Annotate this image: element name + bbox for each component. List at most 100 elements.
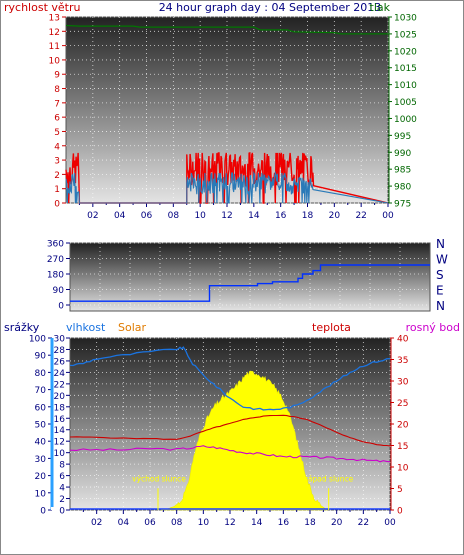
wind-speed-tick-label: 11 (49, 42, 60, 52)
direction-compass-tick-label: W (436, 253, 448, 267)
wind-gust-line (65, 151, 389, 204)
wind-speed-tick-label: 10 (49, 56, 61, 66)
pressure-tick-label: 985 (394, 166, 411, 176)
humidity-tick-label: 20 (54, 392, 66, 402)
pressure-axis-label: tlak (370, 1, 391, 14)
pressure-tick-label: 1025 (394, 30, 417, 40)
time-tick-label: 10 (198, 518, 210, 528)
dewpoint-label: rosný bod (406, 321, 460, 334)
climate-panel: východ slunce západ slunce 01020304050607… (4, 321, 460, 528)
time-tick-label: 16 (278, 518, 290, 528)
chart-title: 24 hour graph day : 04 September 2013 (159, 1, 382, 14)
time-tick-label: 20 (329, 211, 341, 221)
time-tick-label: 04 (114, 211, 126, 221)
humidity-tick-label: 12 (54, 438, 65, 448)
pressure-tick-label: 1010 (394, 81, 417, 91)
direction-compass-tick-label: N (436, 237, 445, 251)
pressure-line (65, 24, 388, 35)
climate-series: východ slunce západ slunce (69, 346, 391, 511)
wind-speed-tick-label: 1 (54, 185, 60, 195)
wind-speed-tick-label: 7 (54, 99, 60, 109)
temperature-tick-label: 10 (397, 464, 409, 474)
rain-tick-label: 90 (35, 352, 47, 362)
wind-pressure-time-axis: 02 04 06 08 10 12 14 16 18 20 22 00 (78, 203, 394, 221)
rain-tick-label: 70 (35, 386, 47, 396)
direction-degree-tick-label: 90 (53, 286, 65, 296)
time-tick-label: 00 (382, 211, 394, 221)
temperature-tick-label: 0 (397, 507, 403, 517)
pressure-tick-label: 975 (394, 200, 411, 210)
time-tick-label: 02 (87, 211, 98, 221)
wind-speed-tick-label: 0 (54, 200, 60, 210)
rain-tick-label: 50 (35, 421, 47, 431)
rain-tick-label: 0 (40, 507, 46, 517)
wind-speed-tick-label: 6 (54, 114, 60, 124)
temperature-tick-label: 25 (397, 399, 408, 409)
humidity-tick-label: 26 (54, 357, 66, 367)
humidity-tick-label: 0 (59, 507, 65, 517)
temperature-tick-label: 40 (397, 335, 409, 345)
wind-speed-tick-label: 4 (54, 142, 60, 152)
time-tick-label: 14 (248, 211, 260, 221)
dewpoint-line (69, 445, 391, 463)
humidity-axis-label: vlhkost (66, 321, 106, 334)
pressure-tick-label: 1020 (394, 47, 417, 57)
temperature-tick-label: 35 (397, 356, 408, 366)
direction-compass-tick-label: N (436, 299, 445, 313)
humidity-tick-label: 14 (54, 426, 66, 436)
time-tick-label: 08 (168, 211, 180, 221)
rain-axis-label: srážky (4, 321, 40, 334)
humidity-tick-label: 8 (59, 461, 65, 471)
time-tick-label: 08 (171, 518, 183, 528)
rain-tick-label: 30 (35, 455, 47, 465)
humidity-tick-label: 10 (54, 449, 66, 459)
humidity-tick-label: 2 (59, 495, 65, 505)
direction-degree-tick-label: 0 (58, 302, 64, 312)
sunset-label: západ slunce (304, 474, 354, 483)
time-tick-label: 10 (194, 211, 206, 221)
direction-degree-tick-label: 360 (47, 240, 64, 250)
wind-direction-grid (70, 242, 430, 311)
wind-direction-series (70, 264, 430, 302)
time-tick-label: 00 (384, 518, 396, 528)
humidity-tick-label: 4 (59, 484, 65, 494)
wind-speed-tick-label: 13 (49, 14, 60, 24)
climate-time-axis: 02 04 06 08 10 12 14 16 18 20 22 00 (82, 510, 396, 528)
time-tick-label: 14 (251, 518, 263, 528)
direction-compass-tick-label: S (436, 268, 444, 282)
time-tick-label: 22 (355, 211, 366, 221)
rain-tick-label: 10 (35, 489, 47, 499)
wind-speed-tick-label: 9 (54, 71, 60, 81)
time-tick-label: 18 (304, 518, 316, 528)
humidity-tick-label: 18 (54, 403, 66, 413)
humidity-tick-label: 24 (54, 369, 66, 379)
temperature-tick-label: 20 (397, 421, 409, 431)
rain-axis-cap (51, 507, 54, 510)
time-tick-label: 20 (331, 518, 343, 528)
wind-speed-tick-label: 2 (54, 171, 60, 181)
rain-tick-label: 20 (35, 472, 47, 482)
wind-speed-tick-label: 12 (49, 28, 60, 38)
temperature-axis-label: teplota (312, 321, 351, 334)
pressure-axis: 975 980 985 990 995 1000 1005 1010 1015 1020 1025 1… (388, 14, 417, 210)
time-tick-label: 02 (91, 518, 102, 528)
pressure-tick-label: 980 (394, 183, 411, 193)
direction-degree-tick-label: 180 (47, 271, 64, 281)
time-tick-label: 22 (358, 518, 369, 528)
time-tick-label: 12 (224, 518, 235, 528)
time-tick-label: 12 (221, 211, 232, 221)
rain-tick-label: 60 (35, 403, 47, 413)
wind-speed-axis-label: rychlost větru (4, 1, 80, 14)
temperature-axis: 0 5 10 15 20 25 30 35 40 (390, 335, 409, 517)
temperature-tick-label: 15 (397, 442, 408, 452)
humidity-tick-label: 16 (54, 415, 66, 425)
rain-tick-label: 80 (35, 369, 47, 379)
sunrise-label: východ slunce (132, 474, 186, 483)
humidity-line (69, 346, 391, 411)
time-tick-label: 06 (141, 211, 153, 221)
pressure-tick-label: 1015 (394, 64, 417, 74)
humidity-tick-label: 30 (54, 335, 66, 345)
rain-axis: 0 10 20 30 40 50 60 70 80 90 100 (29, 335, 54, 517)
